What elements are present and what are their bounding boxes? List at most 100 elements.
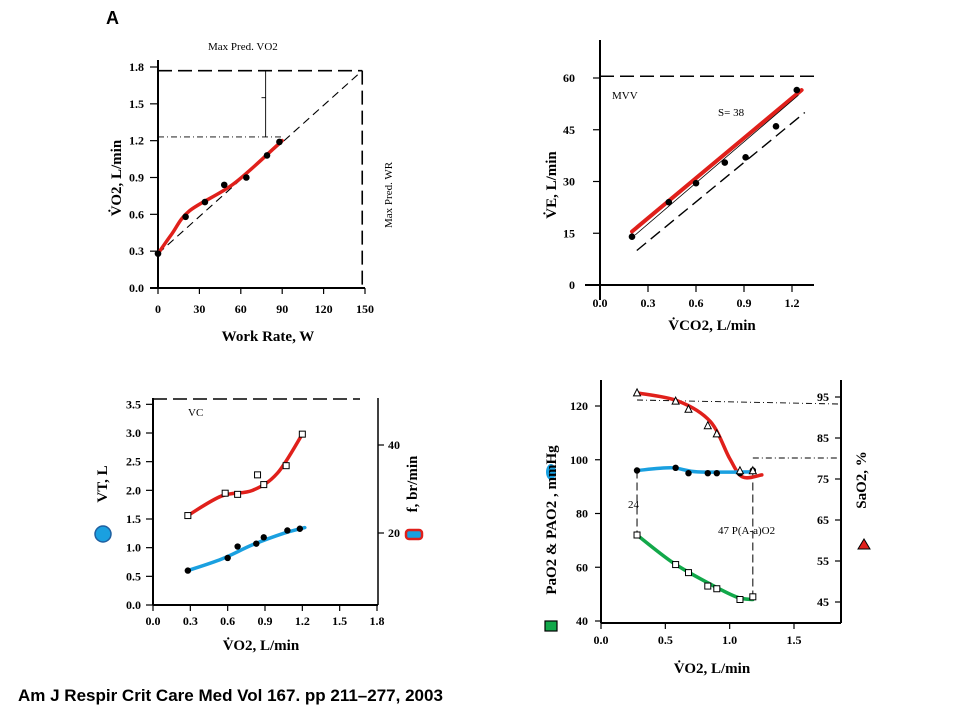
p2-y-tick-label: 15	[563, 226, 575, 240]
p1-x-tick-label: 90	[276, 302, 288, 316]
p4-y2-tick-label: 85	[817, 431, 829, 445]
p3-y-tick-label: 3.5	[126, 397, 141, 411]
p4-y2-tick-label: 95	[817, 390, 829, 404]
p2-data-point	[721, 159, 729, 166]
p3-y-axis-label: VT, L	[95, 465, 111, 502]
p4-pao2-fit-line	[635, 533, 755, 602]
p4-pao2-data-point	[672, 561, 680, 569]
p4-x-tick-label: 1.5	[787, 633, 802, 647]
p4-sao2-legend-marker	[857, 538, 871, 550]
p3-vt-data-point	[224, 554, 231, 562]
p2-y-tick-label: 0	[569, 278, 575, 292]
p2-data-point	[742, 154, 749, 161]
p3-y-tick-label: 2.5	[126, 455, 141, 469]
p4-PAO2-data-point	[713, 469, 720, 477]
p3-f-data-point	[234, 490, 242, 498]
p4-sao2-data-point	[735, 465, 745, 475]
p4-y2-axis-label: SaO2, %	[854, 451, 870, 509]
p3-y-tick-label: 0.0	[126, 598, 141, 612]
p3-f-data-point	[260, 481, 268, 489]
p2-x-tick-label: 0.0	[593, 296, 608, 310]
p3-vt-fit-line	[186, 525, 307, 573]
p3-vt-legend-marker	[94, 525, 112, 543]
p1-data-point	[220, 181, 228, 189]
p2-x-tick-label: 1.2	[785, 296, 800, 310]
p4-y2-tick-label: 65	[817, 513, 829, 527]
p2-x-axis-label: V̇CO2, L/min	[668, 317, 756, 334]
p4-y-axis-label: PaO2 & PAO2 , mmHg	[544, 445, 560, 595]
p2-x-tick-label: 0.3	[641, 296, 656, 310]
p1-max-pred-vo2-label: Max Pred. VO2	[208, 41, 278, 53]
p4-PAO2-data-point	[633, 467, 641, 474]
panel-label: A	[106, 8, 119, 28]
p3-vt-data-point	[234, 543, 241, 550]
p3-f-data-point	[254, 471, 262, 479]
p1-x-tick-label: 30	[193, 302, 205, 316]
p1-data-point	[276, 138, 283, 146]
p1-y-tick-label: 0.9	[129, 171, 144, 185]
p1-data-point	[243, 174, 250, 181]
p4-y-tick-label: 100	[570, 453, 588, 467]
p4-PAO2-data-point	[704, 469, 711, 477]
p4-ref-line-upper	[637, 399, 839, 405]
p3-y-tick-label: 1.0	[126, 541, 141, 555]
p3-vt-data-point	[284, 527, 291, 534]
p4-sao2-data-point	[671, 395, 680, 405]
p4-PAO2-legend-marker	[546, 464, 556, 480]
p2-mvv-label: MVV	[612, 90, 638, 102]
p1-data-point	[201, 198, 209, 206]
p4-PAO2-data-point	[685, 469, 692, 477]
p4-PAO2-fit-line	[635, 466, 755, 474]
p3-vt-data-point	[253, 540, 260, 547]
p3-vc-label: VC	[188, 407, 203, 419]
p2-data-point	[692, 179, 700, 187]
p3-y-tick-label: 1.5	[126, 512, 141, 526]
p3-f-fit-line	[186, 432, 305, 518]
p1-y-tick-label: 0.3	[129, 244, 144, 258]
p4-x-tick-label: 1.0	[722, 633, 737, 647]
p3-f-data-point	[282, 462, 290, 470]
p4-x-axis-label: V̇O2, L/min	[674, 660, 751, 677]
p2-x-tick-label: 0.6	[689, 296, 704, 310]
p3-vt-data-point	[260, 534, 267, 541]
p1-y-tick-label: 1.2	[129, 134, 144, 148]
p3-x-tick-label: 0.3	[183, 614, 198, 628]
p4-PAO2-data-point	[672, 464, 679, 472]
p4-x-tick-label: 0.0	[594, 633, 609, 647]
p4-y-tick-label: 120	[570, 399, 588, 413]
p2-reference-line	[636, 111, 806, 252]
p1-x-tick-label: 60	[235, 302, 247, 316]
p1-x-tick-label: 150	[356, 302, 374, 316]
p4-gap-end-label: 47 P(A-a)O2	[718, 525, 775, 537]
p3-y-tick-label: 3.0	[126, 426, 141, 440]
p3-f-data-point	[221, 489, 229, 497]
p3-f-data-point	[298, 430, 306, 438]
p4-sao2-data-point	[703, 420, 713, 430]
p2-y-tick-label: 30	[563, 175, 575, 189]
p2-fit-line	[630, 88, 804, 234]
p3-x-tick-label: 0.6	[220, 614, 235, 628]
p1-data-point	[263, 152, 271, 159]
p1-x-tick-label: 0	[155, 302, 161, 316]
p4-pao2-data-point	[736, 596, 744, 603]
p3-f-data-point	[184, 512, 192, 520]
p3-x-tick-label: 0.0	[146, 614, 161, 628]
p4-sao2-data-point	[748, 465, 758, 475]
p4-pao2-data-point	[633, 531, 641, 539]
p2-y-axis-label: V̇E, L/min	[543, 151, 560, 219]
p4-y2-tick-label: 55	[817, 554, 829, 568]
p1-max-pred-wr-label: Max Pred. WR	[383, 161, 395, 228]
p3-vt-data-point	[184, 567, 192, 574]
p3-f-legend-marker	[404, 528, 424, 541]
p3-vt-data-point	[296, 525, 304, 532]
p2-data-point	[793, 86, 801, 94]
citation: Am J Respir Crit Care Med Vol 167. pp 21…	[18, 686, 443, 705]
p4-y2-tick-label: 45	[817, 595, 829, 609]
p2-data-point	[665, 198, 673, 206]
p1-y-tick-label: 0.0	[129, 281, 144, 295]
p4-pao2-data-point	[713, 585, 721, 593]
p4-pao2-data-point	[684, 569, 692, 577]
p2-data-point	[628, 233, 636, 240]
